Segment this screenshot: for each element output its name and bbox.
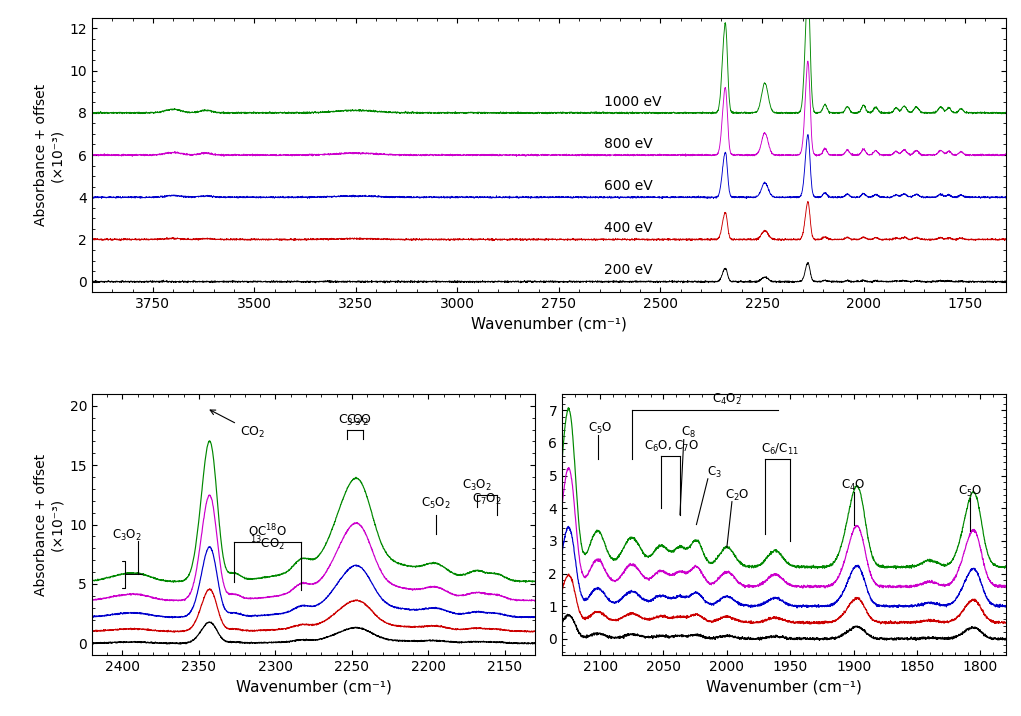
- Text: C$_2$O: C$_2$O: [725, 488, 749, 503]
- Text: 400 eV: 400 eV: [603, 221, 652, 236]
- Text: 200 eV: 200 eV: [603, 263, 652, 277]
- Y-axis label: Absorbance + offset
(×10⁻³): Absorbance + offset (×10⁻³): [34, 84, 64, 226]
- X-axis label: Wavenumber (cm⁻¹): Wavenumber (cm⁻¹): [236, 679, 392, 695]
- Text: C$_6$/C$_{11}$: C$_6$/C$_{11}$: [761, 442, 799, 457]
- X-axis label: Wavenumber (cm⁻¹): Wavenumber (cm⁻¹): [471, 316, 627, 332]
- X-axis label: Wavenumber (cm⁻¹): Wavenumber (cm⁻¹): [706, 679, 862, 695]
- Text: C$_3$: C$_3$: [707, 465, 722, 480]
- Text: 1000 eV: 1000 eV: [603, 95, 662, 109]
- Text: OC$^{18}$O: OC$^{18}$O: [248, 523, 287, 539]
- Text: C$_7$O$_2$: C$_7$O$_2$: [472, 492, 502, 507]
- Text: C$_4$O$_2$: C$_4$O$_2$: [712, 392, 741, 407]
- Text: 600 eV: 600 eV: [603, 179, 652, 193]
- Text: C$_4$O: C$_4$O: [841, 478, 866, 493]
- Text: C$_3$O: C$_3$O: [346, 412, 372, 427]
- Text: CO$_2$: CO$_2$: [210, 410, 265, 440]
- Text: C$_5$O$_2$: C$_5$O$_2$: [422, 495, 451, 511]
- Text: C$_8$: C$_8$: [681, 425, 696, 440]
- Text: C$_3$O$_2$: C$_3$O$_2$: [112, 528, 142, 543]
- Text: C$_3$O$_2$: C$_3$O$_2$: [463, 478, 492, 493]
- Text: C$_5$O: C$_5$O: [588, 420, 613, 435]
- Text: C$_6$O, C$_7$O: C$_6$O, C$_7$O: [643, 438, 698, 453]
- Text: C$_3$O$_2$: C$_3$O$_2$: [338, 412, 370, 427]
- Text: $^{13}$CO$_2$: $^{13}$CO$_2$: [250, 534, 285, 553]
- Text: C$_5$O: C$_5$O: [958, 484, 982, 499]
- Y-axis label: Absorbance + offset
(×10⁻³): Absorbance + offset (×10⁻³): [34, 453, 64, 596]
- Text: 800 eV: 800 eV: [603, 137, 652, 151]
